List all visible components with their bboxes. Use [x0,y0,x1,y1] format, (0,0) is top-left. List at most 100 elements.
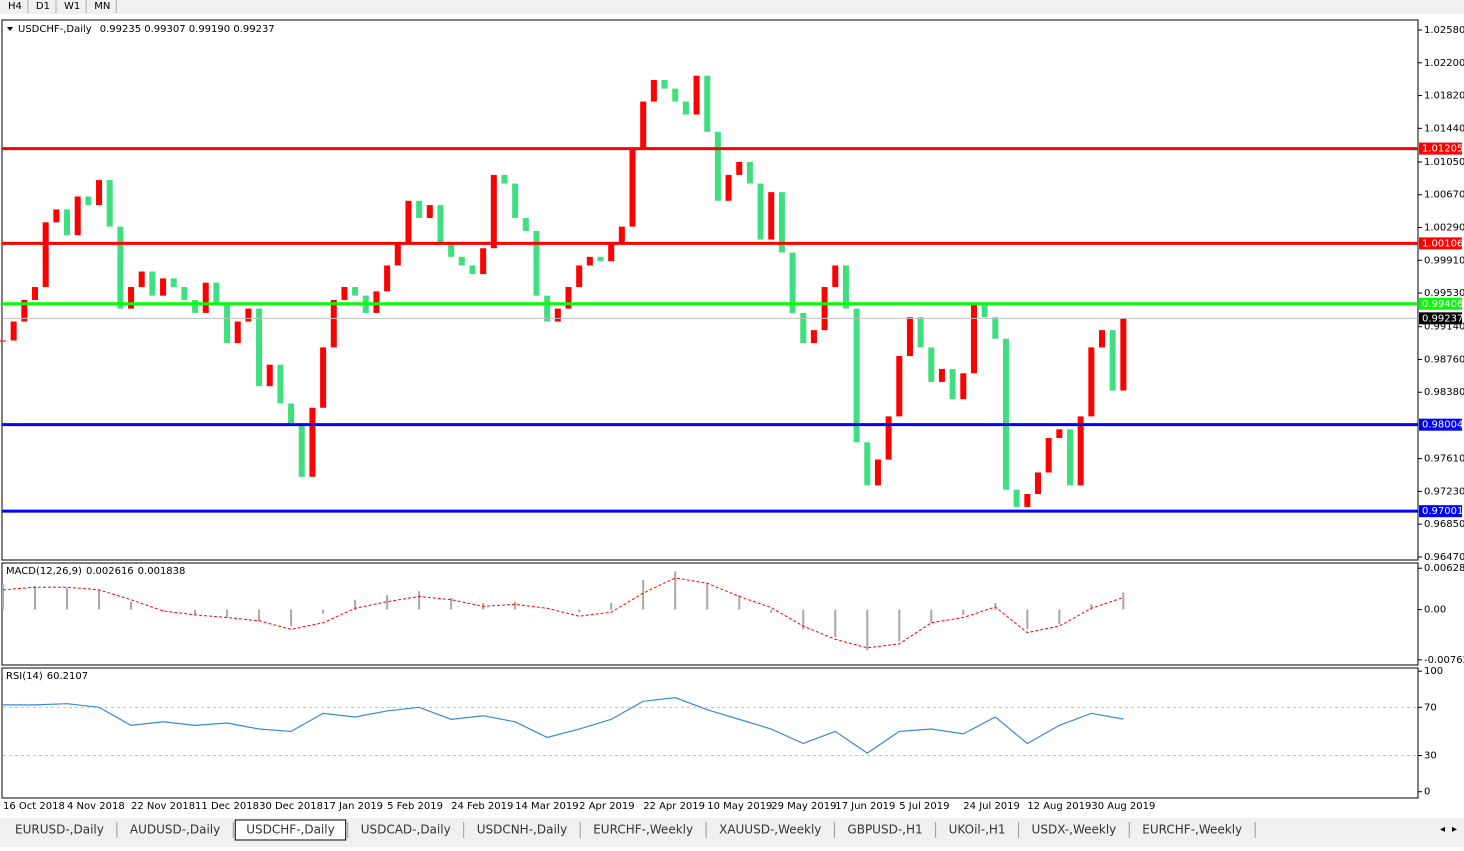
candle [330,299,337,348]
x-tick-label: 2 Apr 2019 [579,801,634,812]
scroll-left[interactable]: ◂ [1440,824,1445,835]
chart-tab[interactable]: XAUUSD-,Weekly [719,823,821,837]
x-tick-label: 12 Aug 2019 [1027,801,1091,812]
candle [618,226,625,244]
candle [1056,429,1063,438]
scroll-right[interactable]: ▸ [1452,824,1457,835]
candle [256,308,263,387]
candle [800,312,807,344]
candle [768,192,775,240]
candle [341,287,348,300]
macd-panel [1,562,1419,666]
candle [533,230,540,296]
indicator-title: MACD(12,26,9) [6,566,82,577]
timeframe-button[interactable]: D1 [36,1,50,12]
candle [224,304,231,344]
candle [53,209,60,223]
collapse-arrow[interactable] [7,27,13,31]
candle [373,291,380,313]
y-tick-label: 0.00 [1424,605,1446,616]
candle [1077,416,1084,486]
chart-tab[interactable]: EURCHF-,Weekly [593,823,693,837]
candle [586,256,593,266]
timeframe-button[interactable]: MN [94,1,110,12]
y-tick-label: 0.99140 [1424,322,1464,333]
chart-tab[interactable]: AUDUSD-,Daily [130,823,220,837]
candle [298,425,305,477]
chart-tab[interactable]: USDCNH-,Daily [477,823,568,837]
candle [32,287,39,300]
x-tick-label: 16 Oct 2018 [3,801,65,812]
chart-tab[interactable]: GBPUSD-,H1 [847,823,922,837]
indicator-title: RSI(14) [6,671,43,682]
candle [821,287,828,331]
candle [245,308,252,322]
x-tick-label: 17 Jun 2019 [835,801,895,812]
candle [202,282,209,313]
chart-tab[interactable]: USDCHF-,Daily [246,823,334,837]
chart-tab[interactable]: EURUSD-,Daily [15,823,104,837]
chart-title: USDCHF-,Daily [18,24,92,35]
y-tick-label: 1.01820 [1424,91,1464,102]
y-tick-label: 0.97230 [1424,486,1464,497]
tab-background [234,819,347,841]
candle [117,226,124,309]
rsi-panel [1,667,1419,799]
x-tick-label: 5 Feb 2019 [387,801,443,812]
chart-ohlc: 0.99235 0.99307 0.99190 0.99237 [100,24,275,35]
level-box [1419,297,1462,310]
candle [384,265,391,292]
chart-tab[interactable]: UKOil-,H1 [949,823,1006,837]
candle [1045,437,1052,473]
y-tick-label: 0.96470 [1424,552,1464,563]
chart-tab[interactable]: USDCAD-,Daily [361,823,451,837]
candle [885,416,892,460]
candle [565,287,572,309]
y-tick-label: 1.02580 [1424,25,1464,36]
candle [650,80,657,102]
candle [682,101,689,115]
x-tick-label: 4 Nov 2018 [67,801,125,812]
timeframe-button[interactable]: W1 [64,1,80,12]
candle [170,278,177,288]
candle [501,174,508,184]
candle [992,317,999,339]
rsi-line [3,697,1124,754]
candle [149,271,156,296]
y-tick-label: 0.006286 [1424,563,1464,574]
x-tick-label: 17 Jan 2019 [323,801,383,812]
candle [736,161,743,175]
candle [266,364,273,387]
timeframe-button[interactable]: H4 [8,1,22,12]
candle [704,75,711,132]
candle [970,304,977,374]
y-tick-label: 0.98760 [1424,354,1464,365]
candle [832,265,839,288]
candle [106,180,113,227]
y-tick-label: 0.98380 [1424,387,1464,398]
x-tick-label: 22 Apr 2019 [643,801,705,812]
candle [448,243,455,257]
level-box [1419,142,1462,155]
chart-tab[interactable]: EURCHF-,Weekly [1142,823,1242,837]
x-tick-label: 5 Jul 2019 [899,801,949,812]
candle [714,131,721,201]
candle [874,459,881,486]
level-box [1419,237,1462,250]
y-tick-label: 100 [1424,666,1443,677]
candle [896,356,903,417]
candle [778,192,785,253]
chart-tab[interactable]: USDX-,Weekly [1032,823,1117,837]
candle [576,265,583,288]
candle [490,174,497,249]
price-panel [1,19,1419,561]
y-tick-label: 0.99910 [1424,255,1464,266]
candle [661,80,668,89]
candle [949,368,956,400]
candle [213,282,220,305]
candle [64,209,71,236]
candle [640,101,647,150]
candle [416,200,423,219]
y-tick-label: 0.96850 [1424,519,1464,530]
current-price-box [1419,312,1462,325]
